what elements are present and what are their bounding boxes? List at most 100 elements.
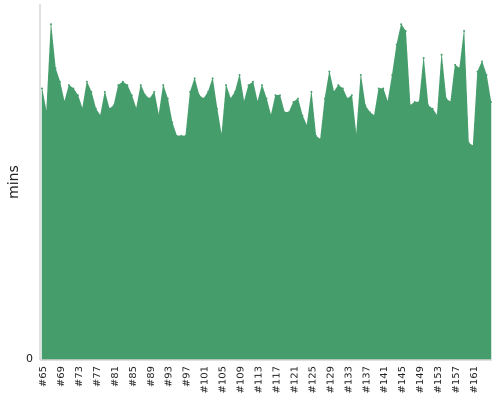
data-point bbox=[189, 90, 192, 93]
data-point bbox=[395, 43, 398, 46]
data-point bbox=[72, 87, 75, 90]
data-point bbox=[436, 114, 439, 117]
data-point bbox=[400, 23, 403, 26]
data-point bbox=[490, 101, 492, 104]
data-point bbox=[130, 94, 133, 97]
data-point bbox=[166, 97, 169, 100]
data-point bbox=[94, 107, 97, 110]
x-tick-label: #113 bbox=[254, 366, 265, 393]
data-point bbox=[45, 111, 48, 114]
data-point bbox=[476, 70, 479, 73]
data-point bbox=[274, 94, 277, 97]
x-tick-label: #85 bbox=[128, 366, 139, 387]
data-point bbox=[261, 84, 264, 87]
x-tick-label: #149 bbox=[415, 366, 426, 393]
data-point bbox=[454, 63, 457, 66]
data-point bbox=[238, 74, 241, 76]
data-point bbox=[121, 80, 124, 83]
data-point bbox=[225, 84, 228, 87]
data-point bbox=[126, 84, 129, 87]
data-point bbox=[207, 90, 210, 93]
data-point bbox=[472, 145, 475, 147]
data-point bbox=[144, 94, 147, 97]
x-tick-label: #129 bbox=[325, 366, 336, 393]
data-point bbox=[49, 23, 52, 26]
data-point bbox=[467, 141, 470, 144]
data-point bbox=[350, 94, 353, 97]
data-point bbox=[445, 97, 448, 100]
data-point bbox=[440, 53, 443, 56]
x-tick-label: #157 bbox=[451, 366, 462, 393]
x-tick-label: #161 bbox=[469, 366, 480, 393]
data-point bbox=[58, 80, 61, 83]
x-tick-label: #101 bbox=[200, 366, 211, 393]
data-point bbox=[355, 134, 358, 137]
x-tick-label: #145 bbox=[397, 366, 408, 393]
data-point bbox=[301, 114, 304, 117]
data-point bbox=[193, 77, 196, 80]
data-point bbox=[211, 77, 214, 80]
x-tick-labels: #65 #69 #73 #77 #81 #85 #89 #93 #97 #101 #105 #109 #… bbox=[38, 366, 480, 393]
x-tick-label: #121 bbox=[289, 366, 300, 393]
data-point bbox=[90, 90, 93, 93]
data-point bbox=[135, 107, 138, 110]
data-point bbox=[278, 94, 281, 97]
data-point bbox=[229, 97, 232, 100]
data-point bbox=[418, 101, 421, 104]
x-tick-label: #73 bbox=[74, 366, 85, 387]
data-point bbox=[139, 84, 142, 87]
data-point bbox=[337, 84, 340, 87]
data-point bbox=[373, 114, 376, 117]
data-point bbox=[386, 101, 389, 104]
data-point bbox=[359, 74, 362, 76]
x-tick-label: #105 bbox=[218, 366, 229, 393]
data-point bbox=[328, 70, 331, 73]
y-tick-label: 0 bbox=[26, 352, 33, 365]
data-point bbox=[148, 97, 151, 100]
data-point bbox=[216, 107, 219, 110]
x-tick-label: #141 bbox=[379, 366, 390, 393]
x-tick-label: #81 bbox=[110, 366, 121, 387]
data-point bbox=[463, 30, 466, 33]
data-point bbox=[247, 84, 250, 87]
data-point bbox=[184, 134, 187, 137]
x-tick-label: #125 bbox=[307, 366, 318, 393]
data-point bbox=[305, 124, 308, 127]
data-point bbox=[458, 67, 461, 70]
data-point bbox=[198, 94, 201, 97]
data-point bbox=[162, 84, 165, 87]
x-tick-label: #77 bbox=[92, 366, 103, 387]
data-point bbox=[449, 101, 452, 104]
x-tick-label: #133 bbox=[343, 366, 354, 393]
data-point bbox=[256, 101, 259, 104]
data-point bbox=[481, 60, 484, 63]
data-point bbox=[346, 97, 349, 100]
data-point bbox=[319, 138, 322, 141]
data-point bbox=[171, 121, 174, 124]
data-point bbox=[422, 57, 425, 60]
data-point bbox=[269, 114, 272, 117]
x-tick-label: #137 bbox=[361, 366, 372, 393]
data-point bbox=[41, 87, 43, 90]
data-point bbox=[485, 74, 488, 76]
data-point bbox=[323, 97, 326, 100]
data-point bbox=[180, 134, 183, 137]
data-point bbox=[391, 74, 394, 76]
data-point bbox=[76, 94, 79, 97]
data-point bbox=[413, 101, 416, 104]
x-tick-label: #93 bbox=[164, 366, 175, 387]
data-point bbox=[332, 90, 335, 93]
data-point bbox=[108, 107, 111, 110]
data-point bbox=[292, 101, 295, 104]
data-point bbox=[63, 101, 66, 104]
x-tick-label: #69 bbox=[56, 366, 67, 387]
data-point bbox=[103, 90, 106, 93]
data-point bbox=[243, 101, 246, 104]
data-point bbox=[112, 104, 115, 107]
data-point bbox=[341, 87, 344, 90]
data-point bbox=[409, 104, 412, 107]
data-point bbox=[175, 134, 178, 137]
data-point bbox=[81, 107, 84, 110]
x-tick-label: #153 bbox=[433, 366, 444, 393]
x-tick-label: #97 bbox=[182, 366, 193, 387]
